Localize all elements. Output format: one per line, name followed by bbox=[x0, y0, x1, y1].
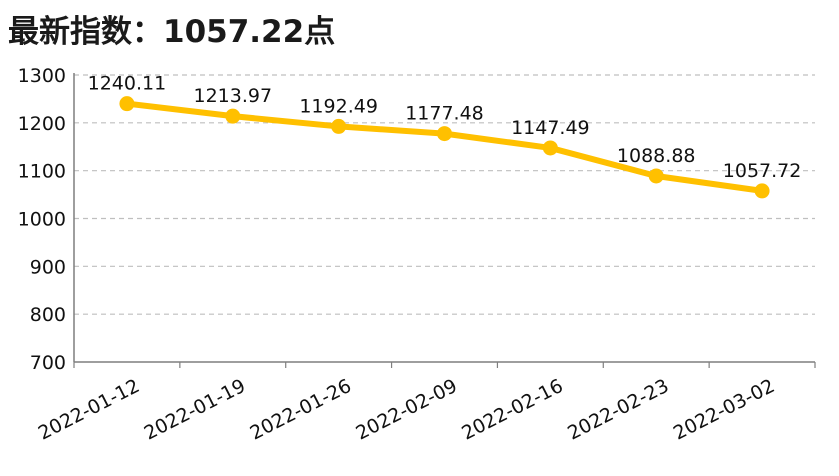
data-label: 1177.48 bbox=[405, 103, 484, 125]
x-tick-labels: 2022-01-122022-01-192022-01-262022-02-09… bbox=[35, 375, 779, 445]
data-labels: 1240.11 1213.97 1192.49 1177.48 1147.49 1088.… bbox=[88, 73, 802, 182]
gridlines bbox=[74, 74, 815, 315]
x-tick-label: 2022-01-26 bbox=[247, 375, 355, 445]
y-tick-label: 700 bbox=[30, 352, 66, 374]
data-point bbox=[225, 108, 241, 124]
data-label: 1192.49 bbox=[299, 95, 378, 117]
data-label: 1147.49 bbox=[511, 117, 590, 139]
x-tick-label: 2022-01-19 bbox=[141, 375, 249, 445]
data-label: 1088.88 bbox=[617, 145, 696, 167]
data-label: 1213.97 bbox=[193, 85, 272, 107]
x-tick-label: 2022-03-02 bbox=[670, 375, 778, 445]
x-tick-label: 2022-02-09 bbox=[352, 375, 460, 445]
data-point bbox=[754, 183, 770, 199]
data-points bbox=[119, 96, 770, 199]
axes bbox=[73, 73, 816, 368]
y-tick-labels: 700 800 900 1000 1100 1200 1300 bbox=[18, 65, 66, 374]
y-tick-label: 800 bbox=[30, 304, 66, 326]
data-point bbox=[119, 96, 135, 112]
data-point bbox=[648, 168, 664, 184]
y-tick-label: 1100 bbox=[18, 161, 66, 183]
data-point bbox=[437, 126, 452, 142]
data-point bbox=[331, 118, 347, 134]
y-tick-label: 1200 bbox=[18, 113, 66, 135]
y-tick-label: 1000 bbox=[18, 209, 66, 231]
y-tick-label: 900 bbox=[30, 256, 66, 278]
x-tick-label: 2022-01-12 bbox=[35, 375, 143, 445]
y-tick-label: 1300 bbox=[18, 65, 66, 87]
chart-title: 最新指数：1057.22点 bbox=[8, 14, 336, 50]
data-point bbox=[542, 140, 558, 156]
x-tick-label: 2022-02-23 bbox=[564, 375, 672, 445]
data-label: 1240.11 bbox=[88, 73, 167, 95]
x-tick-label: 2022-02-16 bbox=[458, 375, 566, 445]
data-label: 1057.72 bbox=[723, 160, 802, 182]
